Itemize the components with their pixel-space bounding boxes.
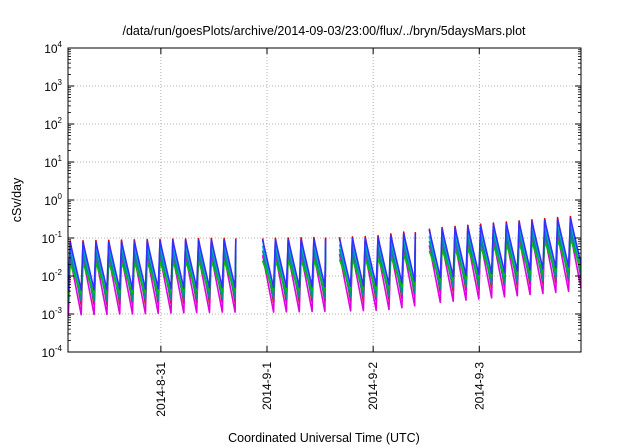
series-line-6	[68, 217, 581, 291]
x-tick-label: 2014-9-1	[260, 362, 274, 410]
x-tick-label: 2014-9-3	[472, 362, 486, 410]
x-tick-label: 2014-8-31	[154, 362, 168, 417]
x-axis: 2014-8-31 2014-9-1 2014-9-2 2014-9-3	[154, 48, 486, 417]
y-tick-label: 102	[44, 116, 62, 132]
y-tick-label: 101	[44, 154, 62, 170]
chart-title: /data/run/goesPlots/archive/2014-09-03/2…	[122, 24, 526, 38]
y-tick-label: 10-4	[42, 344, 63, 360]
y-tick-label: 10-2	[42, 268, 63, 284]
y-axis: 10-4 10-3 10-2 10-1 100 101 102 103 104	[42, 40, 581, 360]
y-tick-label: 10-1	[42, 230, 63, 246]
x-axis-label: Coordinated Universal Time (UTC)	[228, 431, 420, 445]
y-tick-label: 104	[44, 40, 62, 56]
x-tick-label: 2014-9-2	[366, 362, 380, 410]
y-axis-label: cSv/day	[10, 177, 24, 222]
y-tick-label: 100	[44, 192, 62, 208]
y-tick-label: 10-3	[42, 306, 63, 322]
y-tick-label: 103	[44, 78, 62, 94]
series-group	[68, 215, 581, 316]
